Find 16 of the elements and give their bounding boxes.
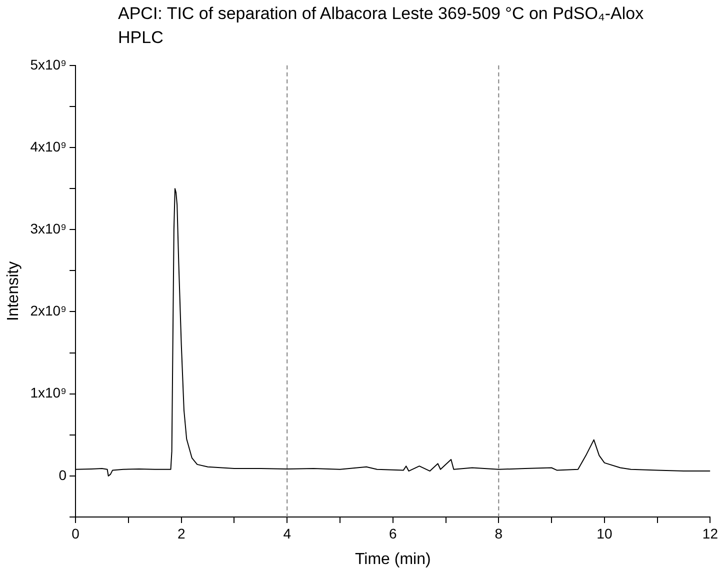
x-tick-label: 10	[596, 525, 612, 542]
x-tick-label: 12	[702, 525, 718, 542]
x-axis-title: Time (min)	[354, 550, 431, 568]
y-tick-label: 1x10⁹	[30, 384, 67, 401]
y-tick-label: 0	[58, 466, 67, 483]
chart-title: APCI: TIC of separation of Albacora Leste 369-509 °C on PdSO₄-Alox HPLC	[118, 3, 645, 49]
y-tick-label: 3x10⁹	[30, 220, 67, 236]
y-tick-label: 4x10⁹	[30, 138, 67, 154]
x-tick-label: 8	[494, 525, 503, 542]
y-tick-label: 5x10⁹	[30, 56, 67, 72]
y-tick-label: 2x10⁹	[30, 302, 67, 319]
y-axis-title: Intensity	[5, 261, 22, 321]
x-tick-label: 0	[72, 525, 80, 542]
x-tick-label: 4	[283, 525, 292, 542]
x-tick-label: 6	[388, 525, 397, 542]
x-tick-label: 2	[177, 525, 186, 542]
